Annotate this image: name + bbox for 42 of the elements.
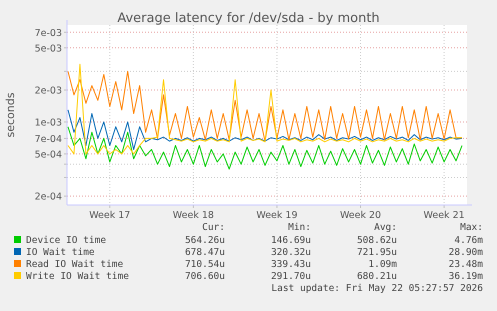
y-tick-label: 7e-03	[34, 28, 62, 39]
text: 706.60u	[184, 271, 225, 282]
text: 146.69u	[270, 235, 311, 246]
text: Max:	[460, 222, 483, 233]
text: 721.95u	[356, 247, 397, 258]
line-series	[67, 109, 463, 150]
y-tick-label: 5e-03	[34, 43, 62, 54]
text: 291.70u	[270, 271, 311, 282]
x-tick-label: Week 21	[424, 210, 465, 221]
text: Avg:	[374, 222, 397, 233]
text: 710.54u	[184, 259, 225, 270]
chart-title: Average latency for /dev/sda - by month	[117, 11, 380, 26]
text: 339.43u	[270, 259, 311, 270]
legend-label: IO Wait time	[26, 247, 95, 258]
text: Cur:	[202, 222, 225, 233]
x-tick-label: Week 19	[256, 210, 298, 221]
text: 28.90m	[448, 247, 484, 258]
x-tick-label: Week 20	[340, 210, 382, 221]
x-tick-label: Week 18	[172, 210, 214, 221]
text: Min:	[288, 222, 311, 233]
line-series	[67, 126, 463, 170]
legend-label: Device IO time	[26, 235, 106, 246]
text: Last update: Fri May 22 05:27:57 2026	[271, 283, 484, 294]
text: 508.62u	[356, 235, 397, 246]
y-tick-label: 1e-03	[34, 117, 62, 128]
text: 23.48m	[448, 259, 484, 270]
y-tick-label: 2e-04	[34, 192, 62, 203]
text: 564.26u	[184, 235, 225, 246]
y-axis-title: seconds	[4, 92, 17, 138]
text: 680.21u	[356, 271, 397, 282]
y-tick-label: 5e-04	[34, 149, 62, 160]
line-series	[67, 64, 463, 154]
text: 4.76m	[454, 235, 484, 246]
x-tick-label: Week 17	[89, 210, 130, 221]
legend-label: Read IO Wait time	[26, 259, 124, 270]
text: 678.47u	[184, 247, 225, 258]
text: 320.32u	[270, 247, 311, 258]
text: 1.09m	[368, 259, 398, 270]
y-tick-label: 7e-04	[34, 134, 62, 145]
legend-label: Write IO Wait time	[26, 271, 130, 282]
y-tick-label: 2e-03	[34, 86, 62, 97]
text: 36.19m	[448, 271, 484, 282]
